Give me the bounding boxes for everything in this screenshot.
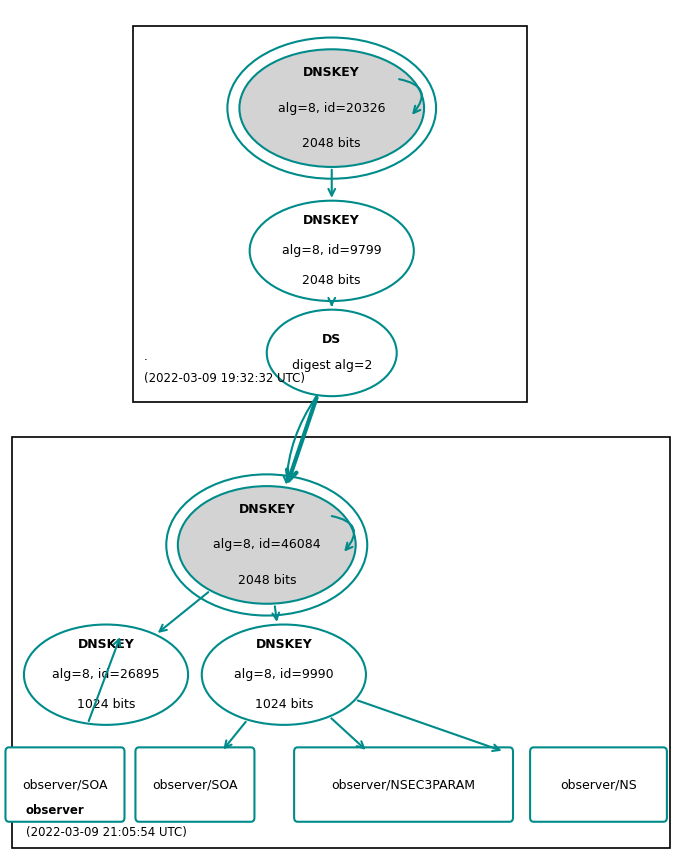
Text: observer/NS: observer/NS [560, 778, 637, 791]
Text: DNSKEY: DNSKEY [78, 638, 134, 651]
Text: DNSKEY: DNSKEY [304, 215, 360, 227]
FancyBboxPatch shape [135, 747, 254, 822]
Text: alg=8, id=9799: alg=8, id=9799 [282, 244, 382, 258]
Text: DNSKEY: DNSKEY [239, 503, 295, 516]
Text: .: . [144, 350, 147, 363]
Text: 2048 bits: 2048 bits [302, 137, 361, 150]
Text: 1024 bits: 1024 bits [254, 698, 313, 711]
Text: alg=8, id=26895: alg=8, id=26895 [52, 668, 160, 682]
Ellipse shape [267, 310, 397, 396]
Text: 2048 bits: 2048 bits [237, 573, 296, 586]
Text: DS: DS [322, 333, 341, 347]
Text: observer/SOA: observer/SOA [22, 778, 108, 791]
FancyBboxPatch shape [12, 437, 670, 848]
Text: alg=8, id=9990: alg=8, id=9990 [234, 668, 334, 682]
Text: observer/SOA: observer/SOA [152, 778, 237, 791]
Text: observer/NSEC3PARAM: observer/NSEC3PARAM [332, 778, 475, 791]
FancyBboxPatch shape [294, 747, 513, 822]
Text: alg=8, id=46084: alg=8, id=46084 [213, 538, 321, 552]
Ellipse shape [202, 625, 366, 725]
FancyBboxPatch shape [530, 747, 667, 822]
Text: 1024 bits: 1024 bits [77, 698, 135, 711]
Text: observer: observer [26, 804, 85, 817]
Ellipse shape [239, 49, 424, 167]
Text: (2022-03-09 19:32:32 UTC): (2022-03-09 19:32:32 UTC) [144, 372, 304, 385]
Text: DNSKEY: DNSKEY [256, 638, 312, 651]
Ellipse shape [24, 625, 188, 725]
Ellipse shape [250, 201, 414, 301]
Ellipse shape [178, 486, 356, 604]
Text: (2022-03-09 21:05:54 UTC): (2022-03-09 21:05:54 UTC) [26, 826, 187, 839]
Text: digest alg=2: digest alg=2 [291, 359, 372, 373]
FancyBboxPatch shape [133, 26, 527, 402]
Text: 2048 bits: 2048 bits [302, 274, 361, 287]
Text: DNSKEY: DNSKEY [304, 67, 360, 80]
FancyBboxPatch shape [5, 747, 124, 822]
Text: alg=8, id=20326: alg=8, id=20326 [278, 101, 386, 115]
